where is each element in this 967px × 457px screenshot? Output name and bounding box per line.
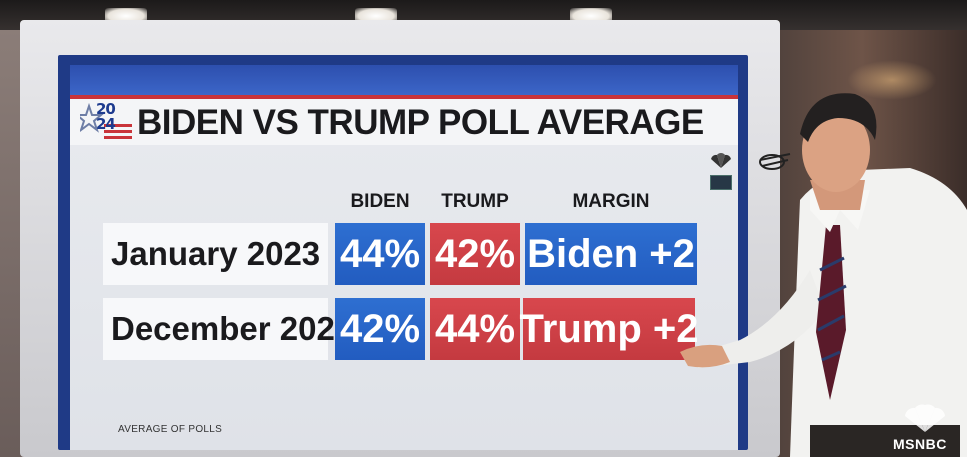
footnote: AVERAGE OF POLLS	[118, 424, 223, 435]
biden-value-january: 44%	[335, 223, 425, 285]
column-header-trump: TRUMP	[441, 191, 509, 212]
logo-year-top: 20	[96, 100, 116, 118]
election-2024-logo	[80, 102, 132, 139]
pen-tool-icon[interactable]	[710, 175, 732, 190]
margin-value-december: Trump +2	[520, 298, 698, 360]
header-band	[70, 65, 738, 95]
trump-value-january: 42%	[430, 223, 520, 285]
title-bar	[70, 99, 738, 145]
biden-value-december: 42%	[335, 298, 425, 360]
logo-year: 20 24	[96, 100, 116, 133]
row-label-january: January 2023	[103, 223, 328, 285]
studio-light-glow	[847, 60, 937, 100]
msnbc-peacock-icon	[905, 404, 945, 432]
header-red-stripe	[70, 95, 738, 99]
network-watermark: MSNBC	[893, 436, 947, 452]
column-header-margin: MARGIN	[572, 191, 650, 212]
margin-value-january: Biden +2	[525, 223, 697, 285]
logo-year-bottom: 24	[96, 115, 116, 133]
presenter	[680, 93, 967, 457]
trump-value-december: 44%	[430, 298, 520, 360]
column-header-biden: BIDEN	[350, 191, 410, 212]
row-label-december: December 2023	[103, 298, 353, 360]
graphic-title: BIDEN VS TRUMP POLL AVERAGE	[137, 103, 704, 142]
peacock-icon	[711, 153, 731, 168]
